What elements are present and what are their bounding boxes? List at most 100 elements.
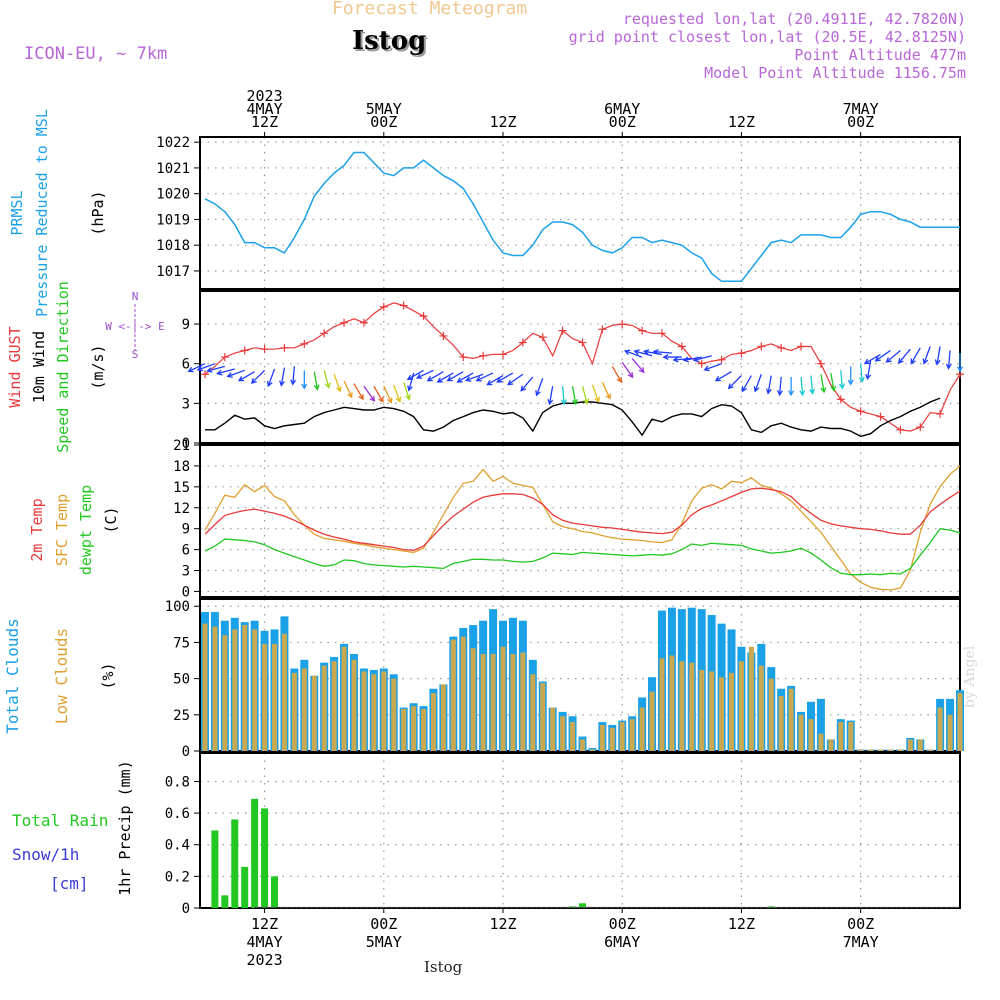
low-cloud-bar bbox=[639, 707, 645, 751]
dewpoint-line bbox=[204, 528, 961, 576]
wind-arrow bbox=[728, 375, 742, 389]
time-label-bottom: 4MAY bbox=[247, 933, 283, 951]
gust-marker bbox=[399, 301, 408, 310]
low-cloud-bar bbox=[311, 675, 317, 751]
low-cloud-bar bbox=[411, 706, 417, 751]
wind-arrow-head bbox=[820, 387, 827, 394]
wind-arrow bbox=[407, 369, 424, 380]
low-cloud-bar bbox=[520, 652, 526, 751]
wind-arrow bbox=[864, 353, 881, 365]
y-tick-label: 1022 bbox=[156, 135, 190, 151]
temp-unit: (C) bbox=[102, 506, 120, 533]
wind-arrow bbox=[323, 370, 330, 388]
wind-arrow-head bbox=[206, 367, 213, 373]
wind-arrow-head bbox=[226, 372, 233, 378]
low-cloud-bar bbox=[401, 709, 407, 751]
requested-location: requested lon,lat (20.4911E, 42.7820N) bbox=[622, 10, 966, 28]
low-cloud-bar bbox=[937, 707, 943, 751]
time-label-top: 7MAY bbox=[843, 100, 879, 118]
sfc-temp-line bbox=[204, 465, 961, 591]
low-cloud-bar bbox=[361, 671, 367, 751]
low-cloud-bar bbox=[341, 646, 347, 751]
wind-arrow-head bbox=[662, 354, 669, 361]
gust-title: Wind GUST bbox=[6, 326, 24, 407]
pressure-title: PRMSL bbox=[8, 190, 26, 235]
footer-place: Istog bbox=[424, 958, 463, 976]
wind-arrow-head bbox=[910, 358, 916, 365]
low-cloud-bar bbox=[301, 668, 307, 751]
wind-arrow bbox=[840, 370, 844, 389]
gust-marker bbox=[777, 343, 786, 352]
panel-frame bbox=[199, 290, 961, 444]
dewpoint-title: dewpt Temp bbox=[77, 485, 95, 575]
gust-marker bbox=[379, 302, 388, 311]
low-cloud-bar bbox=[669, 655, 675, 751]
time-label-top: 00Z bbox=[847, 113, 874, 131]
wind-arrow-head bbox=[583, 398, 589, 405]
time-label-bottom: 6MAY bbox=[604, 933, 640, 951]
time-label-top: 6MAY bbox=[604, 100, 640, 118]
panel-frame bbox=[199, 752, 961, 909]
wind-arrow-head bbox=[395, 396, 402, 404]
y-tick-label: 3 bbox=[182, 396, 190, 412]
point-altitude: Point Altitude 477m bbox=[794, 46, 966, 64]
wind-arrow-head bbox=[336, 386, 342, 393]
wind-arrow-head bbox=[475, 376, 482, 382]
time-label-top: 4MAY bbox=[247, 100, 283, 118]
gust-marker bbox=[558, 326, 567, 335]
low-cloud-bar bbox=[838, 722, 844, 751]
wind-arrow bbox=[561, 386, 565, 405]
low-cloud-bar bbox=[808, 719, 814, 751]
wind-arrow bbox=[860, 363, 863, 382]
wind-arrow bbox=[715, 371, 732, 382]
wind-arrow bbox=[830, 372, 835, 391]
low-cloud-bar bbox=[222, 635, 228, 751]
wind-arrow-head bbox=[496, 377, 503, 383]
time-label-top: 00Z bbox=[609, 113, 636, 131]
wind-title: 10m Wind bbox=[30, 331, 48, 403]
gust-marker bbox=[638, 326, 647, 335]
wind-arrow-head bbox=[456, 377, 463, 383]
wind-arrow-head bbox=[313, 384, 320, 391]
wind-arrow bbox=[447, 371, 464, 382]
wind-arrow bbox=[591, 384, 600, 402]
precip-unit: 1hr Precip (mm) bbox=[116, 760, 134, 895]
time-label-top: 12Z bbox=[251, 113, 278, 131]
place-title: Istog bbox=[352, 26, 427, 56]
wind-unit: (m/s) bbox=[89, 344, 107, 389]
wind-arrow-head bbox=[407, 385, 413, 392]
low-cloud-bar bbox=[878, 749, 884, 751]
y-tick-label: 0.8 bbox=[165, 774, 190, 790]
low-cloud-bar bbox=[510, 654, 516, 751]
low-cloud-bar bbox=[530, 674, 536, 751]
wind-arrow-head bbox=[638, 367, 645, 374]
time-label-bottom: 00Z bbox=[609, 915, 636, 933]
gust-marker bbox=[816, 359, 825, 368]
low-cloud-bar bbox=[560, 716, 566, 751]
low-cloud-bar bbox=[649, 691, 655, 751]
wind-arrow-head bbox=[934, 359, 941, 366]
wind-arrow bbox=[238, 371, 255, 382]
y-tick-label: 6 bbox=[182, 543, 190, 559]
y-tick-label: 9 bbox=[182, 317, 190, 333]
gust-marker bbox=[936, 409, 945, 418]
low-cloud-bar bbox=[659, 658, 665, 751]
time-label-bottom: 5MAY bbox=[366, 933, 402, 951]
low-cloud-bar bbox=[281, 633, 287, 751]
wind-arrow-head bbox=[642, 349, 650, 355]
model-altitude: Model Point Altitude 1156.75m bbox=[704, 64, 966, 82]
low-cloud-bar bbox=[440, 684, 446, 751]
wind-arrow bbox=[898, 348, 911, 364]
rain-bar bbox=[211, 830, 219, 908]
wind-arrow-head bbox=[560, 399, 567, 406]
wind-arrow bbox=[754, 374, 762, 392]
gust-marker bbox=[657, 329, 666, 338]
low-cloud-bar bbox=[212, 626, 218, 751]
rain-bar bbox=[578, 903, 586, 908]
y-tick-label: 12 bbox=[173, 501, 190, 517]
wind-arrow bbox=[631, 357, 645, 373]
low-cloud-bar bbox=[500, 646, 506, 751]
product-title: Forecast Meteogram bbox=[332, 0, 528, 19]
wind-arrow bbox=[653, 350, 672, 354]
gust-marker bbox=[856, 407, 865, 416]
